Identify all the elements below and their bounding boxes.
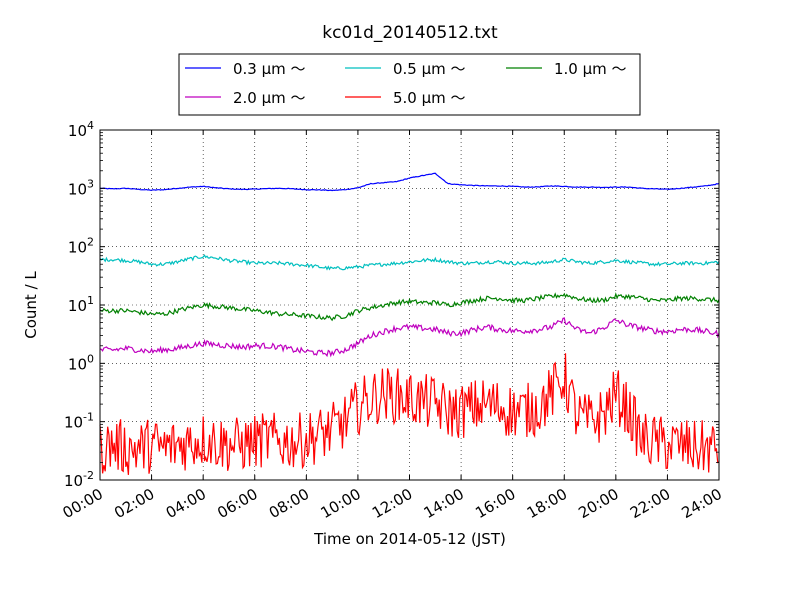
- x-tick-label: 10:00: [317, 485, 363, 522]
- y-tick-base: 10: [68, 239, 87, 257]
- y-tick-label: 100: [68, 352, 94, 373]
- y-tick-base: 10: [64, 472, 83, 490]
- y-tick-exponent: 0: [87, 352, 94, 365]
- y-tick-exponent: 2: [87, 236, 94, 249]
- y-tick-label: 10-1: [64, 411, 94, 432]
- x-axis-ticks: 00:00 02:00 04:00 06:00 08:00 10:00 12:00 14:00…: [60, 130, 725, 522]
- y-tick-exponent: 1: [87, 294, 94, 307]
- y-tick-base: 10: [68, 122, 87, 140]
- y-tick-label: 103: [68, 177, 94, 198]
- x-tick-label: 04:00: [163, 485, 209, 522]
- y-tick-base: 10: [68, 297, 87, 315]
- x-tick-label: 14:00: [421, 485, 467, 522]
- y-tick-base: 10: [64, 414, 83, 432]
- legend-label: 5.0 μm ～: [393, 89, 466, 107]
- legend-label: 0.3 μm ～: [233, 60, 306, 78]
- y-tick-exponent: 3: [87, 177, 94, 190]
- y-axis-label: Count / L: [22, 271, 40, 339]
- x-tick-label: 06:00: [214, 485, 260, 522]
- series-group: [99, 172, 720, 475]
- y-tick-exponent: 4: [87, 119, 94, 132]
- x-tick-label: 24:00: [679, 485, 725, 522]
- legend-box: [178, 53, 641, 116]
- y-tick-exponent: -2: [83, 469, 94, 482]
- x-tick-label: 12:00: [369, 485, 415, 522]
- y-tick-label: 102: [68, 236, 94, 257]
- series-line-5: [99, 353, 720, 475]
- series-line-4: [99, 317, 720, 358]
- x-tick-label: 16:00: [472, 485, 518, 522]
- y-tick-base: 10: [68, 180, 87, 198]
- y-tick-label: 104: [68, 119, 94, 140]
- x-tick-label: 18:00: [524, 485, 570, 522]
- legend-label: 1.0 μm ～: [554, 60, 627, 78]
- y-tick-label: 10-2: [64, 469, 94, 490]
- x-tick-label: 20:00: [575, 485, 621, 522]
- grid: [100, 130, 719, 480]
- x-tick-label: 00:00: [60, 485, 106, 522]
- legend-label: 2.0 μm ～: [233, 89, 306, 107]
- series-line-1: [99, 172, 720, 192]
- y-tick-label: 101: [68, 294, 94, 315]
- x-tick-label: 02:00: [111, 485, 157, 522]
- y-tick-exponent: -1: [83, 411, 94, 424]
- legend-label: 0.5 μm ～: [393, 60, 466, 78]
- series-line-3: [99, 292, 720, 322]
- chart-title: kc01d_20140512.txt: [322, 23, 498, 43]
- x-tick-label: 22:00: [627, 485, 673, 522]
- y-tick-base: 10: [68, 355, 87, 373]
- legend: 0.3 μm ～ 0.5 μm ～ 1.0 μm ～ 2.0 μm ～ 5.0 μm ～: [178, 53, 641, 116]
- x-axis-label: Time on 2014-05-12 (JST): [313, 530, 506, 548]
- x-tick-label: 08:00: [266, 485, 312, 522]
- series-line-2: [99, 254, 720, 271]
